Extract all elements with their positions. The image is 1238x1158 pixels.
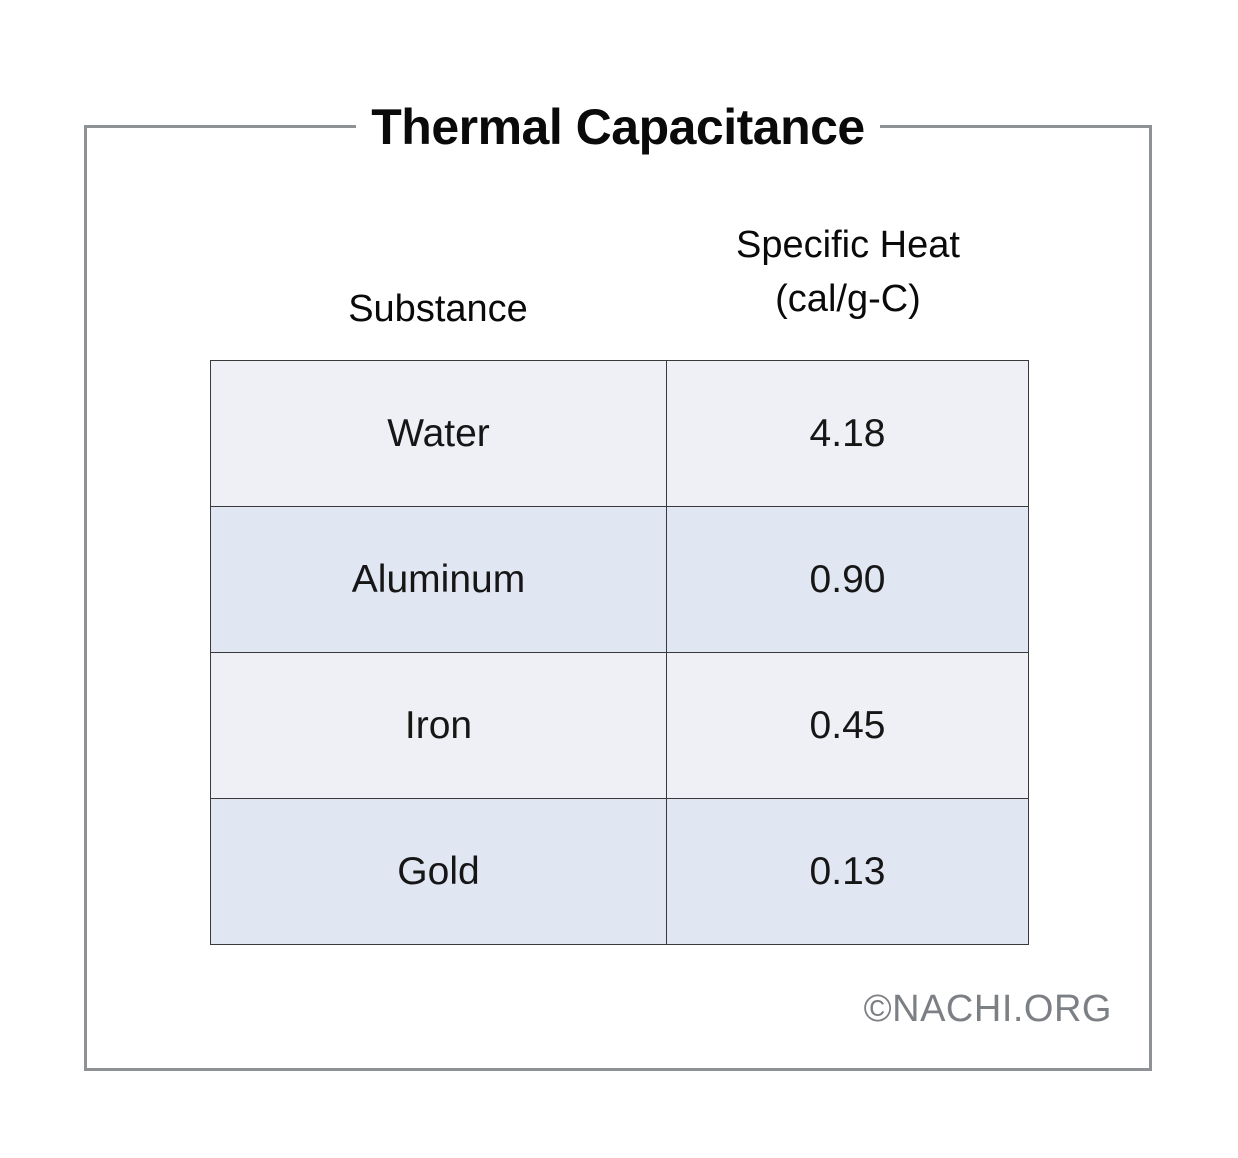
data-table: Water 4.18 Aluminum 0.90 Iron 0.45 Gold … (210, 360, 1029, 945)
column-header-specific-heat-line1: Specific Heat (736, 224, 960, 266)
substance-cell: Aluminum (210, 506, 667, 653)
chart-title: Thermal Capacitance (356, 92, 880, 162)
specific-heat-cell: 0.90 (666, 506, 1029, 653)
table-row: Aluminum 0.90 (210, 506, 1029, 653)
column-header-specific-heat: Specific Heat (cal/g-C) (667, 218, 1029, 326)
substance-cell: Gold (210, 798, 667, 945)
table-row: Gold 0.13 (210, 798, 1029, 945)
table-row: Iron 0.45 (210, 652, 1029, 799)
substance-cell: Water (210, 360, 667, 507)
specific-heat-cell: 0.13 (666, 798, 1029, 945)
column-header-substance: Substance (348, 288, 528, 330)
substance-cell: Iron (210, 652, 667, 799)
column-header-specific-heat-line2: (cal/g-C) (775, 278, 921, 320)
table-row: Water 4.18 (210, 360, 1029, 507)
copyright-credit: ©NACHI.ORG (863, 988, 1112, 1030)
specific-heat-cell: 4.18 (666, 360, 1029, 507)
specific-heat-cell: 0.45 (666, 652, 1029, 799)
